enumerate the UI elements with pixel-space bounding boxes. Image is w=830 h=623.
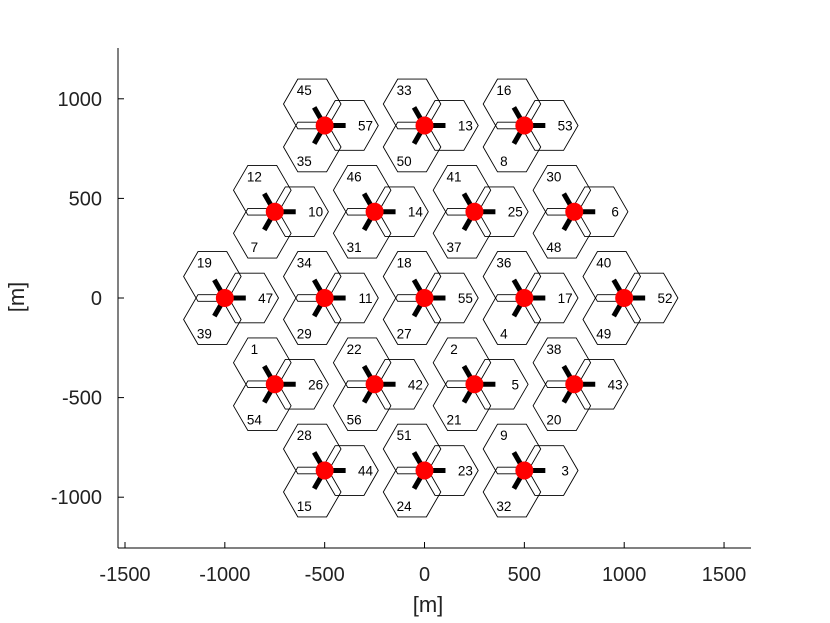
site-marker	[565, 375, 584, 394]
x-tick-label: 500	[508, 564, 541, 586]
x-tick-label: 1500	[702, 564, 747, 586]
site-marker	[465, 202, 484, 221]
cell-id-label: 29	[297, 326, 312, 341]
cell-id-label: 22	[347, 342, 362, 357]
cell-id-label: 7	[251, 240, 259, 255]
cell-id-label: 52	[658, 291, 673, 306]
site-marker	[515, 289, 534, 307]
x-tick-label: -1500	[99, 564, 150, 586]
cell-id-label: 40	[596, 256, 611, 271]
site-marker	[415, 116, 434, 135]
site-marker	[515, 116, 534, 135]
cell-id-label: 45	[297, 83, 312, 98]
cell-id-label: 26	[308, 377, 323, 392]
site-marker	[365, 202, 384, 221]
cell-id-label: 50	[397, 154, 412, 169]
cell-id-label: 20	[546, 413, 561, 428]
cell-id-label: 15	[297, 499, 312, 514]
site-marker	[315, 461, 334, 480]
cell-id-label: 4	[500, 326, 508, 341]
cell-id-label: 51	[397, 428, 412, 443]
cell-id-label: 17	[558, 291, 573, 306]
cell-id-label: 28	[297, 428, 312, 443]
cell-id-label: 35	[297, 154, 312, 169]
site-marker	[315, 289, 334, 307]
cell-id-label: 19	[197, 256, 212, 271]
site-marker	[415, 289, 434, 307]
cell-id-label: 55	[458, 291, 473, 306]
cell-id-label: 31	[347, 240, 362, 255]
cell-id-label: 43	[608, 377, 623, 392]
cell-id-label: 27	[397, 326, 412, 341]
y-tick-label: -1000	[51, 487, 102, 509]
site-marker	[515, 461, 534, 480]
site-marker	[265, 202, 284, 221]
cell-id-label: 13	[458, 118, 473, 133]
x-tick-label: -500	[305, 564, 345, 586]
cell-id-label: 57	[358, 118, 373, 133]
cell-id-label: 24	[397, 499, 413, 514]
cell-id-label: 37	[447, 240, 462, 255]
cell-id-label: 32	[496, 499, 511, 514]
y-tick-label: -500	[62, 388, 102, 410]
x-axis-label: [m]	[413, 592, 444, 617]
x-ticks: -1500 -1000 -500 0 500 1000 1500	[99, 542, 746, 586]
cell-id-label: 25	[508, 205, 523, 220]
cell-id-label: 42	[408, 377, 423, 392]
cell-id-label: 33	[397, 83, 412, 98]
cell-id-label: 44	[358, 464, 374, 479]
cell-id-label: 41	[447, 169, 462, 184]
x-tick-label: 0	[419, 564, 430, 586]
cell-id-label: 21	[447, 413, 462, 428]
y-tick-label: 0	[91, 288, 102, 310]
site-marker	[615, 289, 634, 307]
cell-id-label: 47	[258, 291, 273, 306]
cell-id-label: 9	[500, 428, 508, 443]
cell-id-label: 34	[297, 256, 313, 271]
cell-id-label: 30	[546, 169, 561, 184]
cell-id-label: 1	[251, 342, 259, 357]
y-tick-label: 500	[69, 188, 102, 210]
cell-id-label: 49	[596, 326, 611, 341]
cell-id-label: 2	[450, 342, 458, 357]
site-marker	[265, 375, 284, 394]
cell-label-layer: 4557353313501653812107461431412537306481…	[197, 83, 673, 514]
cell-id-label: 12	[247, 169, 262, 184]
cell-id-label: 6	[611, 205, 619, 220]
cell-id-label: 38	[546, 342, 561, 357]
y-ticks: -1000 -500 0 500 1000	[51, 89, 124, 509]
cell-id-label: 16	[496, 83, 511, 98]
cell-id-label: 10	[308, 205, 323, 220]
cell-id-label: 14	[408, 205, 424, 220]
y-tick-label: 1000	[58, 89, 103, 111]
cell-id-label: 48	[546, 240, 561, 255]
cell-id-label: 36	[496, 256, 511, 271]
cell-id-label: 54	[247, 413, 263, 428]
cell-id-label: 23	[458, 464, 473, 479]
site-marker	[315, 116, 334, 135]
cell-id-label: 46	[347, 169, 362, 184]
cell-id-label: 53	[558, 118, 573, 133]
cell-id-label: 56	[347, 413, 362, 428]
site-marker-layer	[215, 116, 634, 480]
cell-id-label: 39	[197, 326, 212, 341]
cell-id-label: 11	[358, 291, 372, 306]
cell-id-label: 5	[512, 377, 520, 392]
site-marker	[565, 202, 584, 221]
site-marker	[365, 375, 384, 394]
axes: -1500 -1000 -500 0 500 1000 1500 -1000 -500 0 500…	[4, 48, 751, 617]
cell-id-label: 8	[500, 154, 508, 169]
cell-id-label: 3	[561, 464, 569, 479]
site-marker	[415, 461, 434, 480]
site-marker	[465, 375, 484, 394]
cell-id-label: 18	[397, 256, 412, 271]
y-axis-label: [m]	[4, 282, 29, 313]
site-marker	[215, 289, 234, 307]
x-tick-label: 1000	[602, 564, 647, 586]
x-tick-label: -1000	[199, 564, 250, 586]
